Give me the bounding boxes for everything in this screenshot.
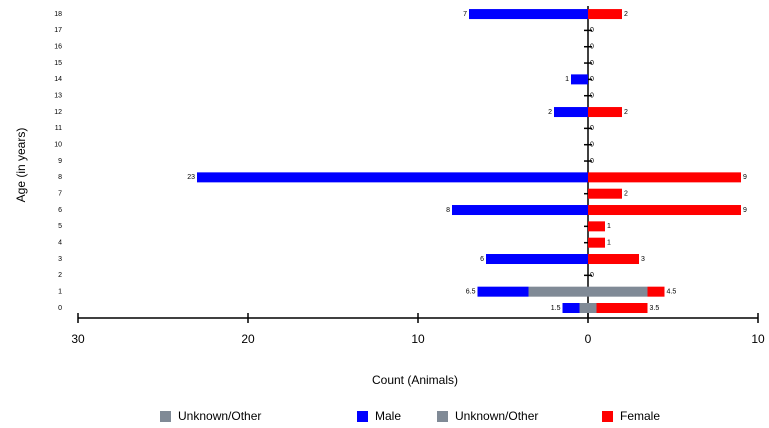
data-label: 1	[565, 76, 569, 83]
bar	[588, 237, 605, 248]
legend-swatch	[160, 411, 171, 422]
data-label: 6	[480, 256, 484, 263]
y-tick-label: 13	[54, 93, 62, 100]
legend-swatch	[437, 411, 448, 422]
y-tick-label: 3	[58, 256, 62, 263]
data-label: 0	[590, 142, 594, 149]
bar	[562, 303, 580, 313]
data-label: 1.5	[551, 305, 561, 312]
bar	[588, 107, 622, 118]
data-label: 3	[641, 256, 645, 263]
bar	[647, 286, 665, 297]
legend-label: Female	[620, 409, 660, 423]
bar	[588, 9, 622, 20]
legend-label: Unknown/Other	[455, 409, 538, 423]
x-axis-title: Count (Animals)	[372, 373, 458, 387]
data-label: 0	[590, 125, 594, 132]
bar	[588, 221, 605, 232]
bar	[588, 254, 639, 265]
data-label: 2	[624, 109, 628, 116]
bar	[469, 9, 588, 20]
data-label: 9	[743, 174, 747, 181]
y-tick-label: 5	[58, 223, 62, 230]
x-tick-label: 10	[751, 332, 765, 346]
bar	[528, 286, 588, 297]
data-label: 0	[590, 272, 594, 279]
data-label: 0	[590, 93, 594, 100]
y-tick-label: 1	[58, 289, 62, 296]
data-label: 0	[590, 76, 594, 83]
bar	[588, 188, 622, 199]
data-label: 0	[590, 44, 594, 51]
bar	[477, 286, 529, 297]
data-label: 2	[548, 109, 552, 116]
y-tick-label: 17	[54, 27, 62, 34]
y-tick-label: 7	[58, 191, 62, 198]
legend-label: Unknown/Other	[178, 409, 261, 423]
data-label: 1	[607, 240, 611, 247]
data-label: 2	[624, 11, 628, 18]
legend-swatch	[357, 411, 368, 422]
data-label: 8	[446, 207, 450, 214]
legend-label: Male	[375, 409, 401, 423]
bar	[197, 172, 588, 183]
y-tick-label: 9	[58, 158, 62, 165]
y-tick-label: 10	[54, 142, 62, 149]
bar	[452, 205, 588, 216]
bar	[596, 303, 648, 313]
x-tick-label: 10	[411, 332, 425, 346]
bar	[486, 254, 588, 265]
y-tick-label: 6	[58, 207, 62, 214]
data-label: 4.5	[667, 289, 677, 296]
bar	[579, 303, 588, 313]
y-axis-title: Age (in years)	[14, 128, 28, 203]
y-tick-label: 8	[58, 174, 62, 181]
y-tick-label: 11	[55, 125, 62, 132]
bar	[588, 286, 648, 297]
y-tick-label: 15	[54, 60, 62, 67]
x-tick-label: 20	[241, 332, 255, 346]
data-label: 1	[607, 223, 611, 230]
bar	[588, 172, 741, 183]
data-label: 0	[590, 158, 594, 165]
legend-swatch	[602, 411, 613, 422]
data-label: 23	[187, 174, 195, 181]
x-tick-label: 0	[585, 332, 592, 346]
data-label: 7	[463, 11, 467, 18]
y-tick-label: 2	[58, 272, 62, 279]
bar	[571, 74, 588, 85]
y-tick-label: 4	[58, 240, 62, 247]
y-tick-label: 14	[54, 76, 62, 83]
y-tick-label: 18	[54, 11, 62, 18]
x-tick-label: 30	[71, 332, 85, 346]
y-tick-label: 12	[54, 109, 62, 116]
bar	[588, 205, 741, 216]
bar	[554, 107, 588, 118]
data-label: 9	[743, 207, 747, 214]
y-tick-label: 16	[54, 44, 62, 51]
bar	[588, 303, 597, 313]
data-label: 0	[590, 27, 594, 34]
data-label: 0	[590, 60, 594, 67]
data-label: 2	[624, 191, 628, 198]
data-label: 3.5	[650, 305, 660, 312]
data-label: 6.5	[466, 289, 476, 296]
y-tick-label: 0	[58, 305, 62, 312]
